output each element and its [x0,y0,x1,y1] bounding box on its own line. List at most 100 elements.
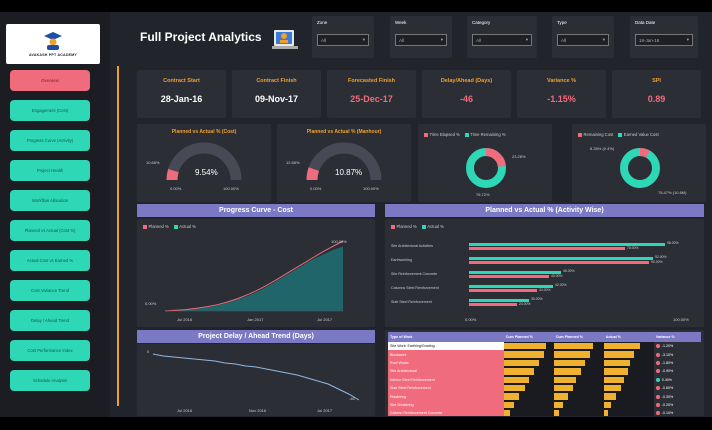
table-header-cell[interactable]: Variance % [653,332,701,342]
donut-label: 8.28% (0.4%) [590,146,615,151]
nav-button[interactable]: Cost Performance Index [10,340,90,361]
work-type-cell: Plastering [388,392,504,401]
filter-value: 18-Jan-16 [639,37,660,43]
percent-bar-cell [553,342,604,351]
percent-fill [503,384,525,392]
percent-bar-cell [603,358,654,368]
percent-bar-cell [603,342,654,351]
gauge-max: 100.00% [363,186,379,191]
legend-item: Earned Value Cost [618,132,659,137]
table-row[interactable]: Site Shuttering -0.20% [388,400,701,410]
percent-fill [603,351,634,358]
nav-button[interactable]: Cost Variance Trend [10,280,90,301]
percent-fill [503,393,519,400]
table-row[interactable]: Interior Steel Reinforcement 0.40% [388,375,701,384]
variance-value: -0.90% [661,369,674,374]
percent-bar-cell [503,375,554,384]
percent-bar-cell [503,367,554,376]
gauge-max: 100.00% [223,186,239,191]
nav-button[interactable]: Progress Curve (Activity) [10,130,90,151]
gauge-panel-manhour: Planned vs Actual % (Manhour) 12.68% 10.… [277,124,411,202]
actual-value-label: 90.00% [651,260,663,264]
filter-value: All [321,37,327,43]
project-analytics-icon [272,30,298,49]
legend-item: Time Remaining % [464,132,506,137]
logo-text: AVAKASH PPT ACADEMY [28,53,78,57]
nav-button[interactable]: Schedule Analysis [10,370,90,391]
table-row[interactable]: Column Reinforcement Concrete -0.10% [388,409,701,416]
chevron-down-icon: ▾ [686,37,689,42]
activity-label: Earthworking [391,258,412,262]
progress-curve-panel: Planned % Actual % 0.00% 100.00% Jul 201… [137,219,375,327]
status-dot-icon [655,369,660,374]
filter-select[interactable]: All ▾ [395,34,447,46]
accent-divider [117,66,119,406]
table-row[interactable]: Blockwork -3.10% [388,350,701,359]
filter-label: Zone [317,20,328,25]
percent-bar-cell [503,409,554,416]
filter-select[interactable]: All ▾ [472,34,532,46]
gauge-panel-cost: Planned vs Actual % (Cost) 10.66% 9.54% … [137,124,271,202]
academy-logo-icon [44,32,62,50]
percent-fill [603,376,624,383]
x-tick-label: Nov 2016 [249,408,267,413]
table-row[interactable]: Roof Works -1.80% [388,358,701,368]
nav-button[interactable]: Planned vs Actual (Cost %) [10,220,90,241]
nav-button[interactable]: Actual Cost vs Earned % [10,250,90,271]
table-row[interactable]: Site Work: Earthing/Grading -1.20% [388,342,701,351]
kpi-value: 28-Jan-16 [160,94,203,104]
chevron-down-icon: ▾ [602,37,605,42]
page-title: Full Project Analytics [140,30,262,44]
percent-bar-cell [553,409,604,416]
percent-fill [603,393,616,400]
nav-button[interactable]: Delay / Ahead Trend [10,310,90,331]
filter-select[interactable]: All ▾ [557,34,609,46]
x-tick-label: Jul 2017 [317,317,333,322]
variance-value: -1.80% [661,360,674,365]
delay-line [152,353,360,401]
nav-button[interactable]: Engagement (Cost) [10,100,90,121]
filter-select[interactable]: All ▾ [317,34,369,46]
nav-button[interactable]: Project Health [10,160,90,181]
filter-label: Data Date [635,20,656,25]
filter-label: Category [472,20,491,25]
logo: AVAKASH PPT ACADEMY [6,24,100,64]
filter-label: Type [557,20,567,25]
percent-bar-cell [553,392,604,401]
kpi-card: Forecasted Finish 25-Dec-17 [327,70,416,118]
percent-bar-cell [503,392,554,401]
work-type-cell: Site Architectural [388,367,504,376]
table-header-cell[interactable]: Cum Planned % [503,332,554,342]
nav-button[interactable]: Overview [10,70,90,91]
variance-value: 0.40% [661,377,672,382]
table-header-cell[interactable]: Actual % [603,332,654,342]
filter-select[interactable]: 18-Jan-16 ▾ [635,34,693,46]
kpi-card: SPI 0.89 [612,70,701,118]
percent-bar-cell [603,392,654,401]
percent-bar-cell [553,350,604,359]
variance-cell: -0.60% [654,384,701,392]
variance-cell: -0.20% [654,401,701,409]
kpi-label: Forecasted Finish [347,78,396,84]
donut-legend: Remaining Cost Earned Value Cost [578,132,659,137]
percent-bar-cell [603,383,654,393]
percent-bar-cell [553,383,604,393]
nav-button[interactable]: Workflow Allocation [10,190,90,211]
percent-fill [553,401,563,409]
gauge-value: 9.54% [195,168,218,177]
table-row[interactable]: Plastering -0.30% [388,392,701,401]
kpi-card: Contract Start 28-Jan-16 [137,70,226,118]
table-header-cell[interactable]: Cum Planned % [553,332,604,342]
table-header-cell[interactable]: Type of Work [388,332,504,342]
work-type-cell: Column Reinforcement Concrete [388,409,504,416]
sidebar: AVAKASH PPT ACADEMY Overview Engagement (… [0,12,110,417]
progress-curve-chart [164,240,344,312]
planned-bar [469,285,553,288]
table-row[interactable]: Slab Steel Reinforcement -0.60% [388,383,701,393]
table-row[interactable]: Site Architectural -0.90% [388,367,701,376]
percent-fill [553,351,590,358]
percent-fill [553,410,559,416]
legend-item: Actual % [421,224,444,229]
percent-fill [603,343,640,350]
kpi-card: Delay/Ahead (Days) -46 [422,70,511,118]
